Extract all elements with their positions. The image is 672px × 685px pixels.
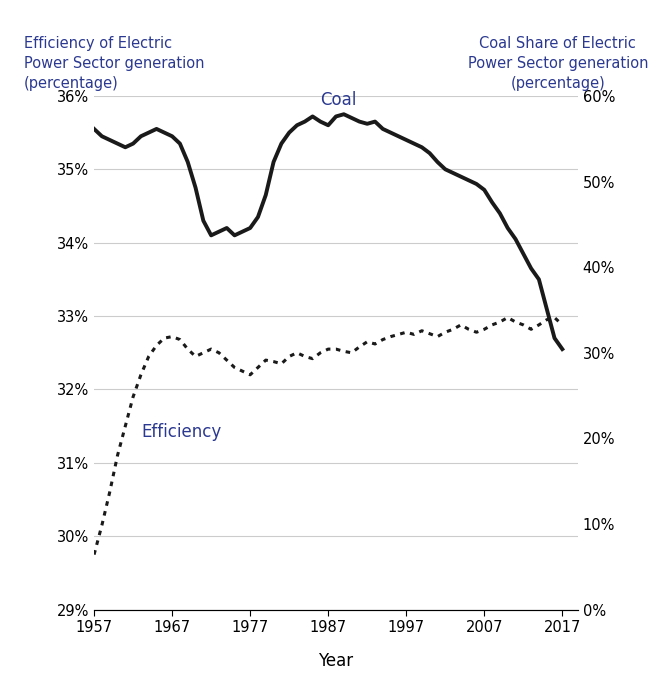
Text: Efficiency of Electric
Power Sector generation
(percentage): Efficiency of Electric Power Sector gene… <box>24 36 204 90</box>
Text: Efficiency: Efficiency <box>141 423 221 441</box>
X-axis label: Year: Year <box>319 651 353 670</box>
Text: Coal Share of Electric
Power Sector generation
(percentage): Coal Share of Electric Power Sector gene… <box>468 36 648 90</box>
Text: Coal: Coal <box>321 90 357 109</box>
